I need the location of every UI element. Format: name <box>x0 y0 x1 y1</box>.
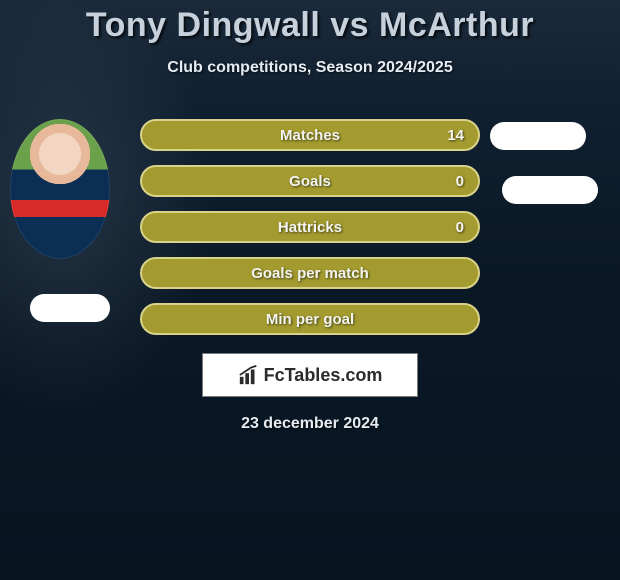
page-title: Tony Dingwall vs McArthur <box>0 0 620 45</box>
stat-bars: Matches 14 Goals 0 Hattricks 0 Goals per match… <box>140 119 480 349</box>
stat-bar: Matches 14 <box>140 119 480 151</box>
stat-bar-label: Matches <box>280 127 340 144</box>
stat-bar-value: 14 <box>447 127 464 144</box>
date-text: 23 december 2024 <box>0 415 620 433</box>
stats-area: Matches 14 Goals 0 Hattricks 0 Goals per match… <box>0 119 620 349</box>
stat-bar-label: Goals per match <box>251 265 369 282</box>
stat-bar-label: Min per goal <box>266 311 354 328</box>
stat-bar-value: 0 <box>456 219 464 236</box>
stat-bar: Hattricks 0 <box>140 211 480 243</box>
fctables-logo[interactable]: FcTables.com <box>202 353 418 397</box>
stat-bar-value: 0 <box>456 173 464 190</box>
stat-bar: Goals 0 <box>140 165 480 197</box>
stat-bar-label: Goals <box>289 173 331 190</box>
main-content: Tony Dingwall vs McArthur Club competiti… <box>0 0 620 433</box>
stat-bar-label: Hattricks <box>278 219 342 236</box>
bars-rising-icon <box>238 364 260 386</box>
logo-text: FcTables.com <box>264 365 383 386</box>
player-avatar <box>10 119 110 259</box>
stat-bar: Goals per match <box>140 257 480 289</box>
subtitle: Club competitions, Season 2024/2025 <box>0 59 620 77</box>
stat-bar: Min per goal <box>140 303 480 335</box>
